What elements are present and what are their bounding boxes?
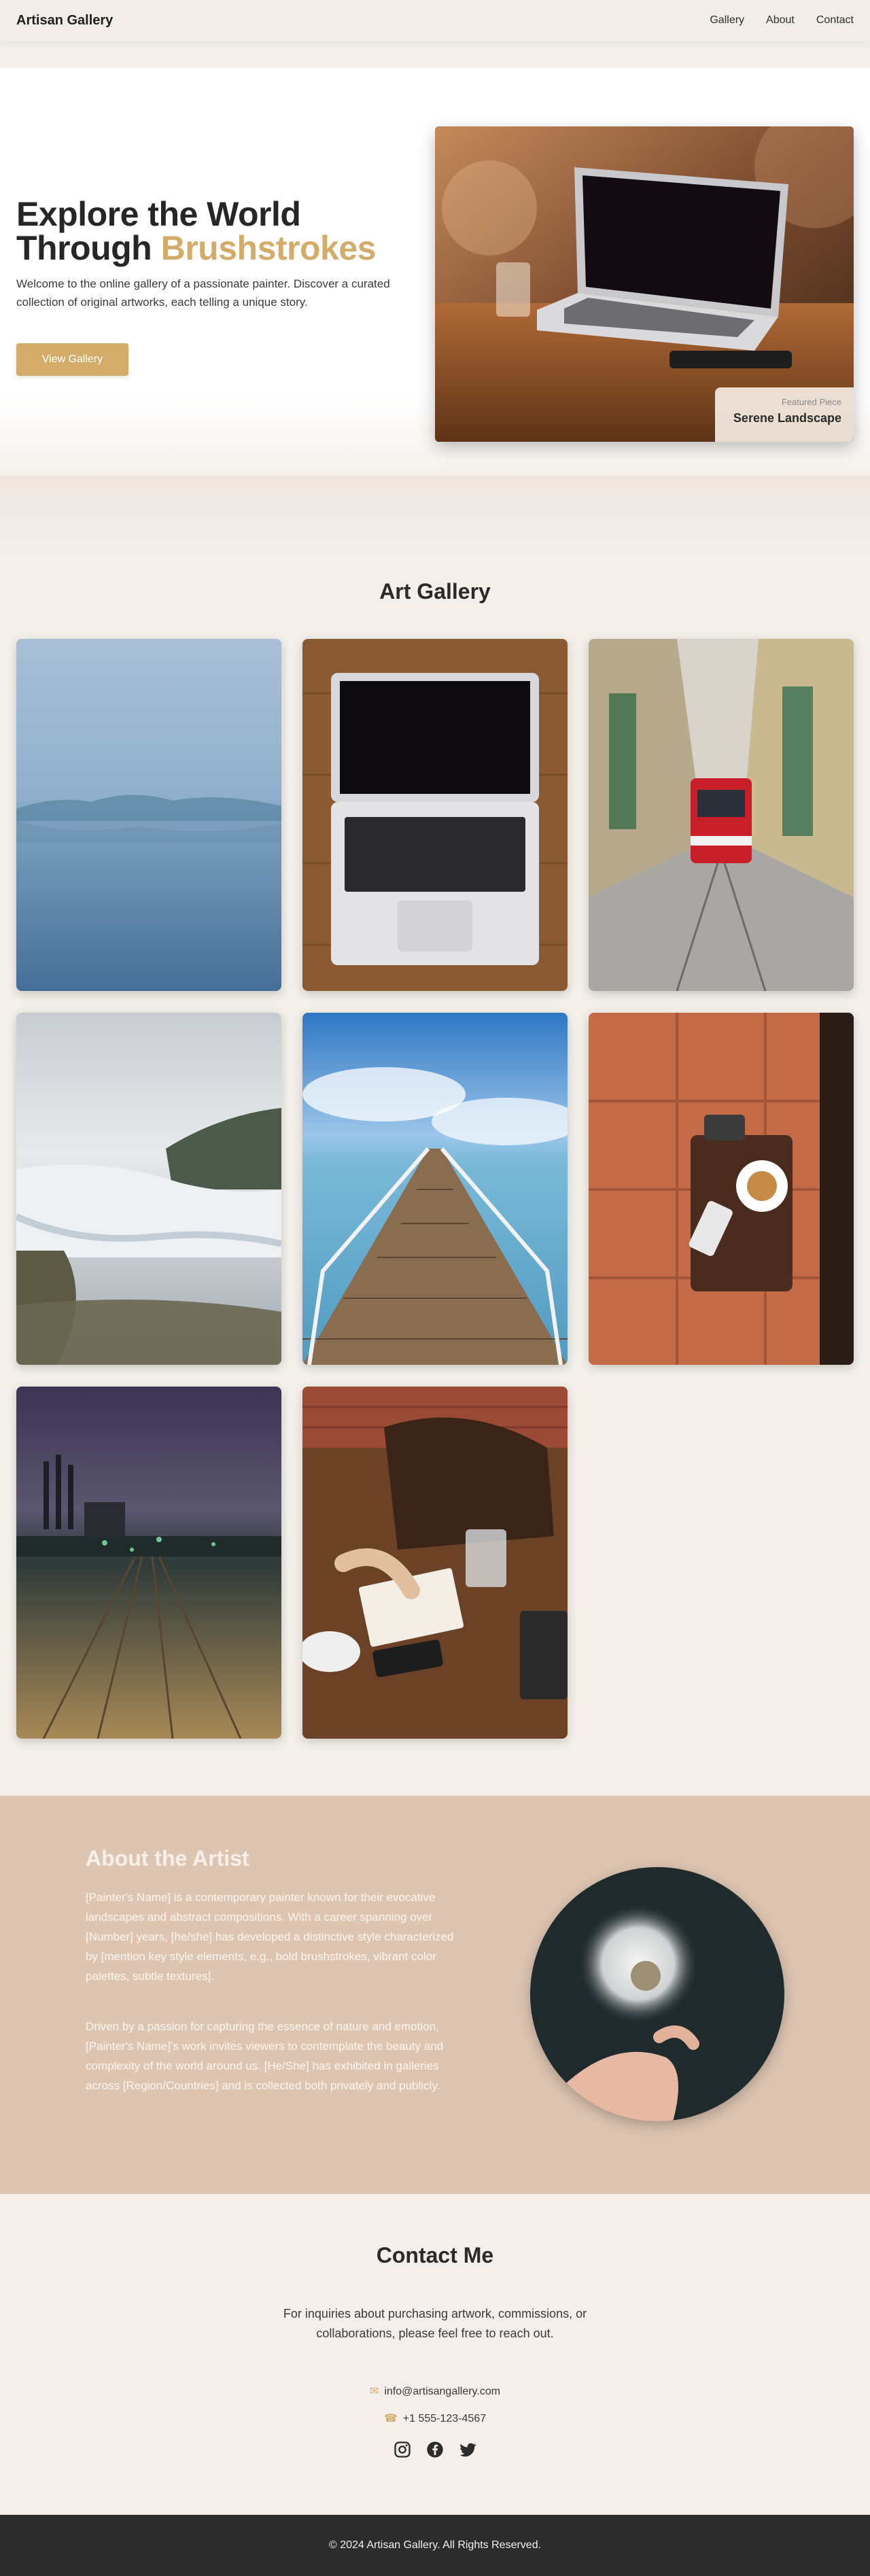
contact-description: For inquiries about purchasing artwork, …	[283, 2307, 587, 2340]
featured-artwork-image[interactable]: Featured Piece Serene Landscape	[435, 126, 854, 442]
misty-lake-image	[16, 639, 281, 991]
gallery-item-lake[interactable]	[16, 639, 281, 991]
phone-link[interactable]: +1 555-123-4567	[402, 2413, 487, 2424]
featured-card: Featured Piece Serene Landscape	[715, 387, 854, 442]
email-link[interactable]: info@artisangallery.com	[384, 2386, 501, 2397]
contact-title: Contact Me	[376, 2243, 494, 2267]
twitter-icon[interactable]	[458, 2440, 477, 2459]
featured-kicker: Featured Piece	[781, 397, 841, 407]
gallery-item-tram[interactable]	[589, 639, 854, 991]
dandelion-image	[530, 1867, 784, 2121]
wooden-pier-image	[302, 1013, 568, 1365]
about-section: About the Artist [Painter's Name] is a c…	[0, 1796, 870, 2194]
phone-icon: ☎	[383, 2413, 398, 2424]
about-paragraph-2: Driven by a passion for capturing the es…	[86, 2020, 444, 2092]
hero-title-accent: Brushstrokes	[160, 229, 377, 267]
social-links	[0, 2440, 870, 2459]
view-gallery-button[interactable]: View Gallery	[16, 343, 128, 376]
hero-text: Explore the World Through Brushstrokes W…	[16, 197, 424, 311]
nav-link-gallery[interactable]: Gallery	[710, 14, 745, 26]
laptop-top-view-image	[302, 639, 568, 991]
main-nav: Gallery About Contact	[710, 14, 854, 27]
street-tram-image	[589, 639, 854, 991]
gallery-item-pier[interactable]	[302, 1013, 568, 1365]
instagram-icon[interactable]	[393, 2440, 412, 2459]
site-footer: © 2024 Artisan Gallery. All Rights Reser…	[0, 2515, 870, 2576]
featured-name: Serene Landscape	[733, 411, 841, 425]
waterfall-image	[16, 1013, 281, 1365]
about-paragraph-1: [Painter's Name] is a contemporary paint…	[86, 1891, 454, 1983]
gallery-item-railway[interactable]	[16, 1387, 281, 1739]
gallery-item-coffee[interactable]	[589, 1013, 854, 1365]
hero-title-line1: Explore the World	[16, 195, 301, 233]
gallery-section: Art Gallery	[0, 476, 870, 1794]
hero-title: Explore the World Through Brushstrokes	[16, 197, 424, 265]
contact-phone-row: ☎ +1 555-123-4567	[0, 2412, 870, 2425]
facebook-icon[interactable]	[425, 2440, 445, 2459]
night-railway-image	[16, 1387, 281, 1739]
hero-title-line2: Through	[16, 229, 161, 267]
nav-link-about[interactable]: About	[766, 14, 795, 26]
laptop-on-table-image	[435, 126, 854, 442]
contact-section: Contact Me For inquiries about purchasin…	[0, 2243, 870, 2515]
site-header: Artisan Gallery Gallery About Contact	[0, 0, 870, 41]
artist-portrait	[530, 1867, 784, 2121]
writing-notebook-image	[302, 1387, 568, 1739]
gallery-title: Art Gallery	[379, 579, 491, 604]
nav-link-contact[interactable]: Contact	[816, 14, 854, 26]
about-title: About the Artist	[86, 1846, 249, 1870]
envelope-icon: ✉	[369, 2386, 379, 2397]
footer-copyright: © 2024 Artisan Gallery. All Rights Reser…	[328, 2539, 542, 2551]
contact-email-row: ✉ info@artisangallery.com	[0, 2384, 870, 2398]
hero-description: Welcome to the online gallery of a passi…	[16, 277, 390, 309]
brand-logo-text[interactable]: Artisan Gallery	[16, 12, 114, 28]
gallery-item-waterfall[interactable]	[16, 1013, 281, 1365]
coffee-on-tiles-image	[589, 1013, 854, 1365]
gallery-item-laptop[interactable]	[302, 639, 568, 991]
gallery-item-writing[interactable]	[302, 1387, 568, 1739]
hero-section: Explore the World Through Brushstrokes W…	[0, 68, 870, 476]
